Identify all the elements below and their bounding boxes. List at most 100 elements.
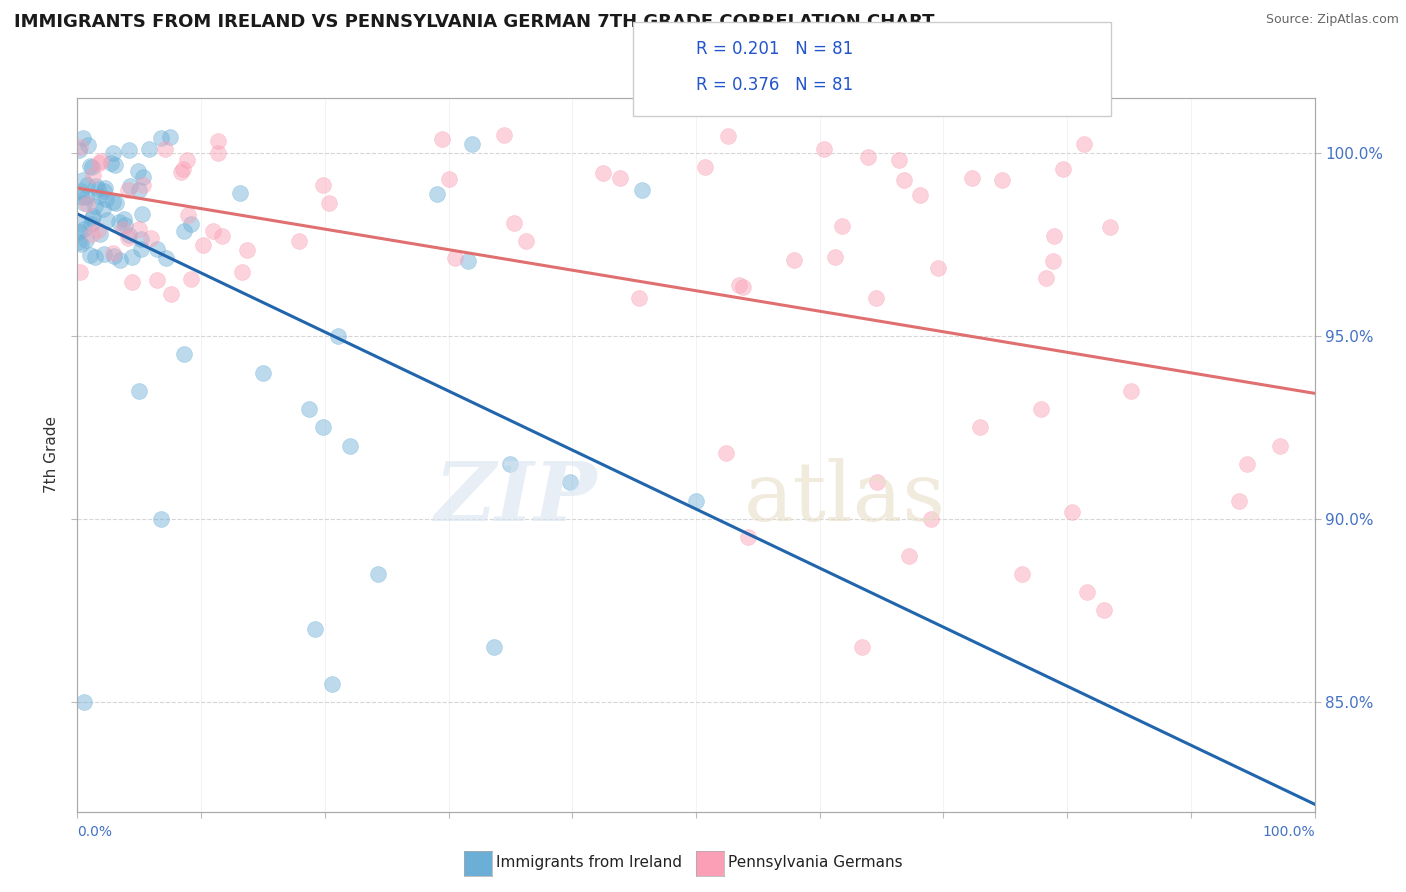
Point <box>927 261 949 276</box>
Point <box>1060 505 1083 519</box>
Point <box>609 171 631 186</box>
Point <box>153 142 176 156</box>
Point <box>865 475 887 490</box>
Point <box>112 222 135 236</box>
Point <box>117 183 139 197</box>
Point <box>235 243 257 257</box>
Point <box>93 247 115 261</box>
Point <box>1042 254 1064 268</box>
Point <box>105 196 128 211</box>
Point <box>75 190 97 204</box>
Point <box>783 253 806 268</box>
Point <box>824 250 846 264</box>
Point <box>129 232 152 246</box>
Point <box>132 178 155 192</box>
Point <box>889 153 911 168</box>
Point <box>127 163 149 178</box>
Point <box>437 172 460 186</box>
Point <box>321 676 343 690</box>
Point <box>502 216 524 230</box>
Point <box>96 212 118 227</box>
Point <box>499 457 522 471</box>
Point <box>96 193 118 207</box>
Point <box>444 251 467 265</box>
Point <box>865 291 887 305</box>
Point <box>80 211 103 225</box>
Point <box>728 278 751 293</box>
Point <box>73 222 96 236</box>
Point <box>494 128 516 143</box>
Point <box>252 366 274 380</box>
Point <box>1098 219 1121 234</box>
Point <box>146 273 169 287</box>
Point <box>84 250 107 264</box>
Point <box>813 142 835 156</box>
Point <box>76 196 98 211</box>
Point <box>150 512 173 526</box>
Point <box>628 291 651 305</box>
Point <box>103 249 125 263</box>
Point <box>457 253 479 268</box>
Point <box>1076 585 1098 599</box>
Point <box>128 384 150 398</box>
Point <box>177 208 200 222</box>
Point <box>69 265 91 279</box>
Point <box>75 233 97 247</box>
Point <box>910 187 932 202</box>
Point <box>69 140 91 154</box>
Text: R = 0.201   N = 81: R = 0.201 N = 81 <box>696 40 853 58</box>
Point <box>150 130 173 145</box>
Text: R = 0.376   N = 81: R = 0.376 N = 81 <box>696 76 853 94</box>
Y-axis label: 7th Grade: 7th Grade <box>44 417 59 493</box>
Point <box>717 129 740 144</box>
Point <box>172 162 194 177</box>
Point <box>70 190 93 204</box>
Point <box>1092 603 1115 617</box>
Point <box>118 227 141 242</box>
Point <box>101 146 124 161</box>
Point <box>82 209 104 223</box>
Point <box>1229 493 1251 508</box>
Point <box>461 137 484 152</box>
Point <box>84 179 107 194</box>
Point <box>110 252 132 267</box>
Point <box>173 347 195 361</box>
Point <box>991 172 1014 186</box>
Point <box>155 251 177 265</box>
Point <box>128 222 150 236</box>
Point <box>1052 161 1074 176</box>
Point <box>211 228 233 243</box>
Point <box>87 182 110 196</box>
Text: Pennsylvania Germans: Pennsylvania Germans <box>728 855 903 870</box>
Point <box>83 199 105 213</box>
Point <box>93 185 115 199</box>
Point <box>231 265 253 279</box>
Point <box>117 144 139 158</box>
Text: 100.0%: 100.0% <box>1263 825 1315 839</box>
Point <box>714 446 737 460</box>
Point <box>112 212 135 227</box>
Point <box>121 250 143 264</box>
Point <box>831 219 853 234</box>
Point <box>67 143 90 157</box>
Point <box>117 231 139 245</box>
Point <box>146 242 169 256</box>
Point <box>160 286 183 301</box>
Point <box>69 217 91 231</box>
Point <box>72 130 94 145</box>
Point <box>367 566 389 581</box>
Point <box>920 512 942 526</box>
Point <box>100 155 122 169</box>
Point <box>120 179 142 194</box>
Point <box>326 329 349 343</box>
Point <box>70 184 93 198</box>
Point <box>631 183 654 197</box>
Point <box>108 215 131 229</box>
Point <box>1236 457 1258 471</box>
Point <box>693 160 716 174</box>
Point <box>515 234 537 248</box>
Point <box>82 168 104 182</box>
Point <box>101 245 124 260</box>
Point <box>131 207 153 221</box>
Point <box>80 227 103 242</box>
